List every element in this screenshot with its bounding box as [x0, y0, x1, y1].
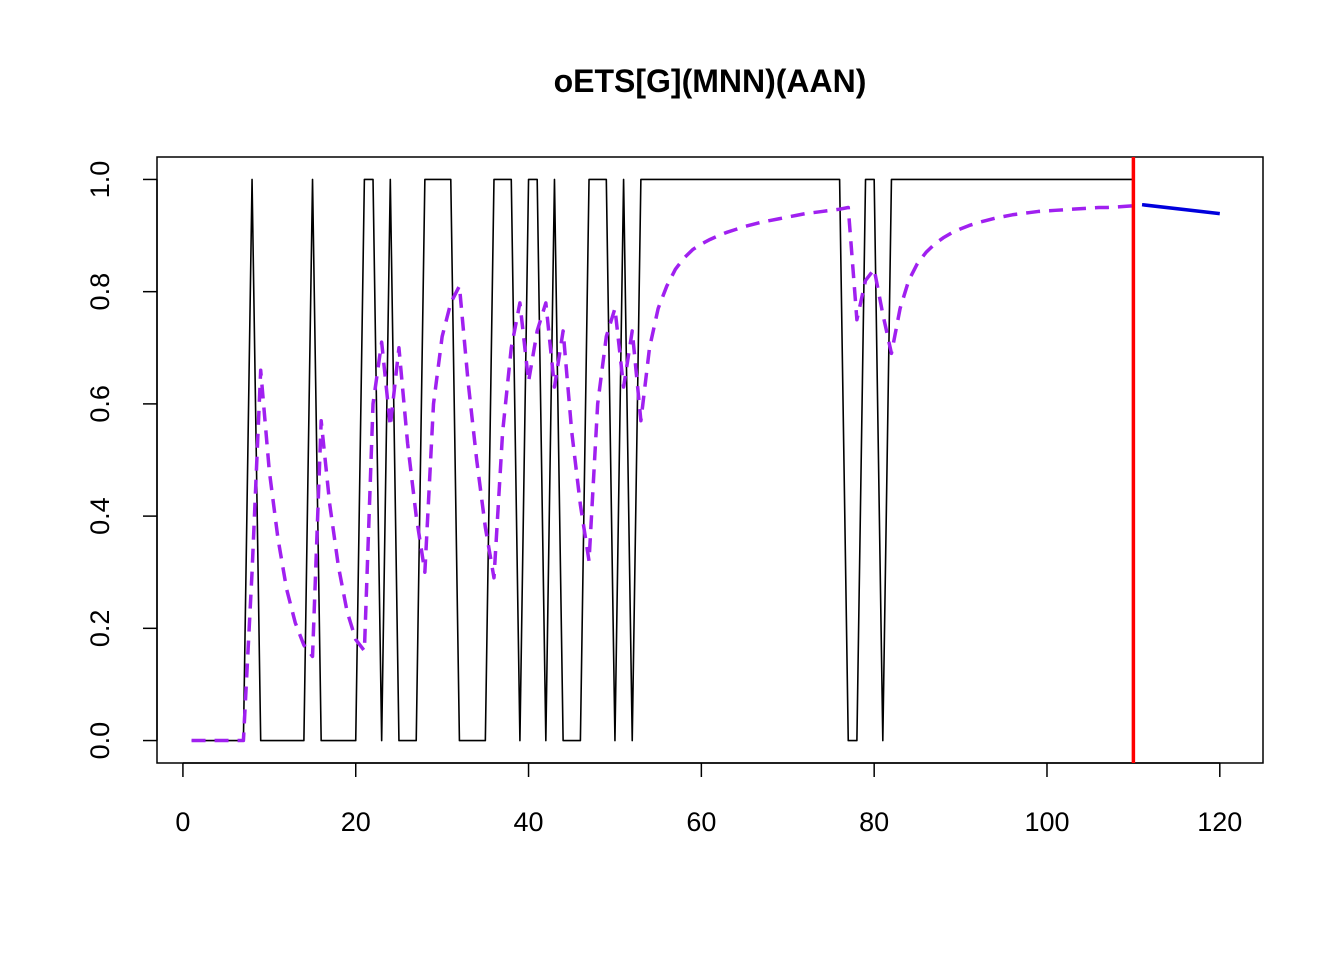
x-tick-label: 40	[514, 807, 544, 837]
x-tick-label: 0	[175, 807, 190, 837]
x-tick-label: 60	[686, 807, 716, 837]
y-tick-label: 0.4	[85, 497, 115, 535]
y-tick-label: 0.6	[85, 385, 115, 423]
x-tick-label: 20	[341, 807, 371, 837]
y-tick-label: 0.2	[85, 610, 115, 648]
x-axis: 0 20 40 60 80 100 120	[175, 762, 1242, 837]
x-tick-label: 100	[1024, 807, 1069, 837]
x-tick-label: 120	[1197, 807, 1242, 837]
y-tick-label: 1.0	[85, 161, 115, 199]
actuals-line	[191, 178, 1134, 742]
chart-title: oETS[G](MNN)(AAN)	[554, 63, 867, 99]
y-tick-label: 0.8	[85, 273, 115, 311]
fitted-line	[191, 204, 1134, 743]
y-axis: 0.0 0.2 0.4 0.6 0.8 1.0	[85, 161, 158, 760]
y-tick-label: 0.0	[85, 722, 115, 760]
series-layer	[191, 178, 1221, 743]
x-tick-label: 80	[859, 807, 889, 837]
plot-frame	[156, 156, 1264, 764]
forecast-line	[1141, 202, 1221, 216]
